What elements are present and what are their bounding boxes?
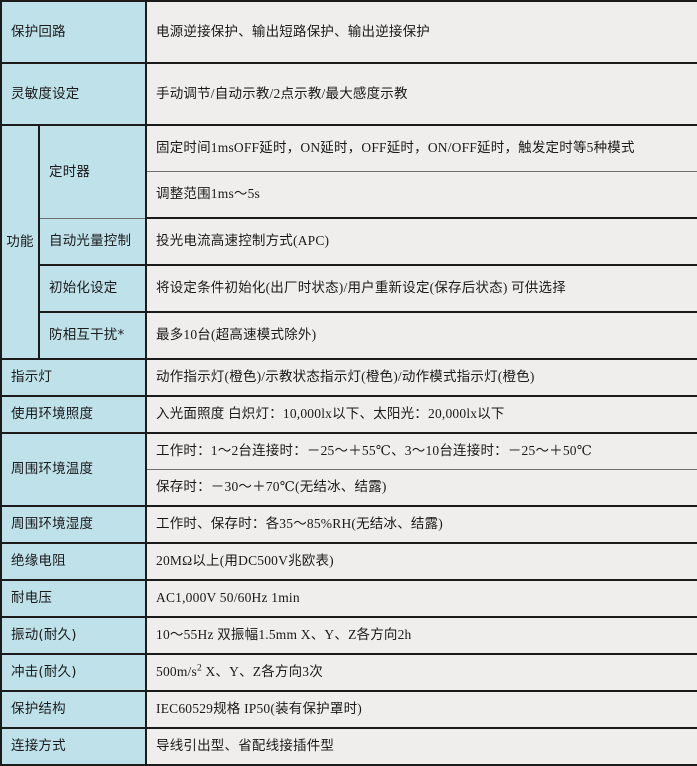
shock-value-prefix: 500m/s xyxy=(156,664,197,680)
row-value-timer-modes: 固定时间1msOFF延时，ON延时，OFF延时，ON/OFF延时，触发定时等5种… xyxy=(145,125,697,172)
row-label-connection-method: 连接方式 xyxy=(0,728,147,766)
row-label-ambient-illuminance: 使用环境照度 xyxy=(0,396,147,434)
sub-label-initialize-setting: 初始化设定 xyxy=(38,265,147,313)
row-label-ambient-temperature: 周围环境温度 xyxy=(0,433,147,507)
row-label-indicator-lamp: 指示灯 xyxy=(0,359,147,397)
table-row: 初始化设定 将设定条件初始化(出厂时状态)/用户重新设定(保存后状态) 可供选择 xyxy=(1,265,697,313)
shock-value-exponent: 2 xyxy=(196,663,202,674)
table-row: 使用环境照度 入光面照度 白炽灯：10,000lx以下、太阳光：20,000lx… xyxy=(0,396,697,434)
row-value-withstand-voltage: AC1,000V 50/60Hz 1min xyxy=(145,580,697,618)
table-row: 自动光量控制 投光电流高速控制方式(APC) xyxy=(1,218,697,266)
table-row: 周围环境湿度 工作时、保存时：各35～85%RH(无结冰、结露) xyxy=(0,506,697,544)
sub-label-mutual-interference-prevention: 防相互干扰* xyxy=(38,312,147,360)
table-row: 耐电压 AC1,000V 50/60Hz 1min xyxy=(0,580,697,618)
table-row: 连接方式 导线引出型、省配线接插件型 xyxy=(0,728,697,766)
table-row: 振动(耐久) 10～55Hz 双振幅1.5mm X、Y、Z各方向2h xyxy=(0,617,697,655)
row-label-withstand-voltage: 耐电压 xyxy=(0,580,147,618)
shock-value-suffix: X、Y、Z各方向3次 xyxy=(201,664,323,680)
table-row: 冲击(耐久) 500m/s2 X、Y、Z各方向3次 xyxy=(0,654,697,692)
row-value-vibration: 10～55Hz 双振幅1.5mm X、Y、Z各方向2h xyxy=(145,617,697,655)
row-value-ambient-temperature-operating: 工作时：1～2台连接时：－25～＋55℃、3～10台连接时：－25～＋50℃ xyxy=(145,433,697,470)
table-row: 保存时：－30～＋70℃(无结冰、结露) xyxy=(1,469,697,507)
row-value-timer-range: 调整范围1ms～5s xyxy=(145,171,697,219)
row-label-sensitivity-setting: 灵敏度设定 xyxy=(0,63,147,126)
row-value-initialize-setting: 将设定条件初始化(出厂时状态)/用户重新设定(保存后状态) 可供选择 xyxy=(145,265,697,313)
row-label-protection-structure: 保护结构 xyxy=(0,691,147,729)
row-value-ambient-illuminance: 入光面照度 白炽灯：10,000lx以下、太阳光：20,000lx以下 xyxy=(145,396,697,434)
sub-label-timer: 定时器 xyxy=(38,125,147,219)
table-row: 灵敏度设定 手动调节/自动示教/2点示教/最大感度示教 xyxy=(0,63,697,126)
table-row: 调整范围1ms～5s xyxy=(1,171,697,219)
row-label-shock: 冲击(耐久) xyxy=(0,654,147,692)
row-value-protection-structure: IEC60529规格 IP50(装有保护罩时) xyxy=(145,691,697,729)
row-value-connection-method: 导线引出型、省配线接插件型 xyxy=(145,728,697,766)
row-value-protection-circuit: 电源逆接保护、输出短路保护、输出逆接保护 xyxy=(145,1,697,64)
row-value-mutual-interference-prevention: 最多10台(超高速模式除外) xyxy=(145,312,697,360)
table-row: 防相互干扰* 最多10台(超高速模式除外) xyxy=(1,312,697,360)
row-label-vibration: 振动(耐久) xyxy=(0,617,147,655)
group-label-function: 功能 xyxy=(0,125,40,360)
table-row: 保护结构 IEC60529规格 IP50(装有保护罩时) xyxy=(0,691,697,729)
row-value-auto-power-control: 投光电流高速控制方式(APC) xyxy=(145,218,697,266)
table-row: 绝缘电阻 20MΩ以上(用DC500V兆欧表) xyxy=(0,543,697,581)
row-value-ambient-temperature-storage: 保存时：－30～＋70℃(无结冰、结露) xyxy=(145,469,697,507)
table-row: 功能 定时器 固定时间1msOFF延时，ON延时，OFF延时，ON/OFF延时，… xyxy=(0,125,697,360)
row-label-insulation-resistance: 绝缘电阻 xyxy=(0,543,147,581)
row-value-insulation-resistance: 20MΩ以上(用DC500V兆欧表) xyxy=(145,543,697,581)
row-value-sensitivity-setting: 手动调节/自动示教/2点示教/最大感度示教 xyxy=(145,63,697,126)
row-value-indicator-lamp: 动作指示灯(橙色)/示教状态指示灯(橙色)/动作模式指示灯(橙色) xyxy=(145,359,697,397)
row-label-protection-circuit: 保护回路 xyxy=(0,1,147,64)
row-value-shock: 500m/s2 X、Y、Z各方向3次 xyxy=(145,654,697,692)
table-row: 保护回路 电源逆接保护、输出短路保护、输出逆接保护 xyxy=(0,1,697,64)
table-row: 指示灯 动作指示灯(橙色)/示教状态指示灯(橙色)/动作模式指示灯(橙色) xyxy=(0,359,697,397)
table-row: 周围环境温度 工作时：1～2台连接时：－25～＋55℃、3～10台连接时：－25… xyxy=(0,433,697,507)
row-value-ambient-humidity: 工作时、保存时：各35～85%RH(无结冰、结露) xyxy=(145,506,697,544)
sub-label-auto-power-control: 自动光量控制 xyxy=(38,218,147,266)
row-label-ambient-humidity: 周围环境湿度 xyxy=(0,506,147,544)
